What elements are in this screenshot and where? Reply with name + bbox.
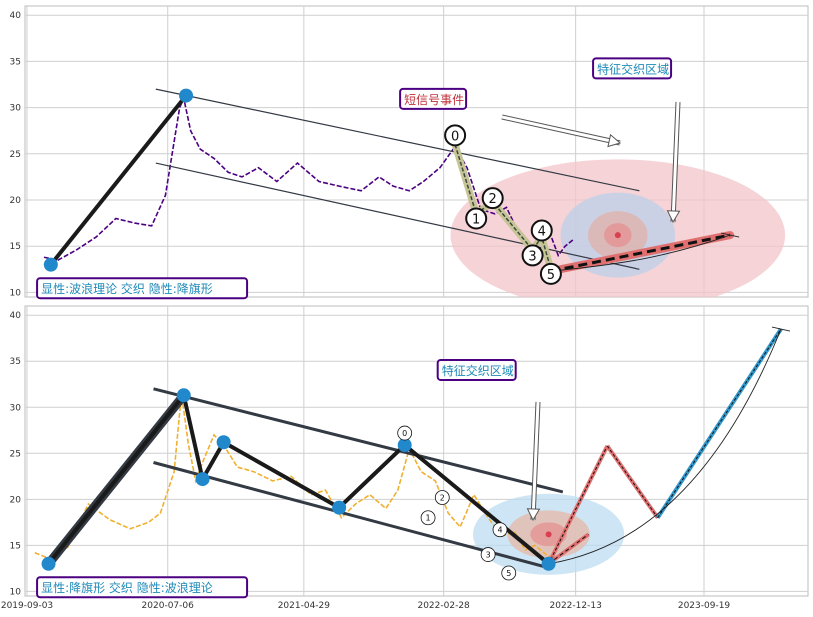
zone-arrow-bottom-head bbox=[526, 508, 541, 522]
zone-arrow-top-shaft bbox=[671, 101, 680, 223]
x-tick-label: 2023-09-19 bbox=[678, 601, 731, 611]
x-tick-label: 2019-09-03 bbox=[1, 601, 53, 611]
y-tick-label: 25 bbox=[10, 449, 21, 459]
wave-point-label: 3 bbox=[486, 551, 491, 560]
price-series bbox=[43, 95, 575, 261]
x-tick-label: 2020-07-06 bbox=[142, 601, 195, 611]
forecast-end-tick bbox=[721, 232, 740, 238]
pivot-marker bbox=[397, 438, 412, 453]
y-tick-label: 40 bbox=[10, 11, 22, 21]
wave-point-label: 2 bbox=[440, 493, 445, 502]
x-tick-label: 2022-12-13 bbox=[550, 601, 602, 611]
y-tick-label: 20 bbox=[10, 495, 22, 505]
y-tick-label: 20 bbox=[10, 196, 22, 206]
wave-point-circle bbox=[444, 124, 467, 147]
y-tick-label: 30 bbox=[10, 104, 22, 114]
wave-point-circle bbox=[539, 262, 562, 285]
y-tick-label: 15 bbox=[10, 242, 21, 252]
forecast-curve bbox=[550, 234, 731, 272]
forecast-dash bbox=[550, 233, 731, 273]
wave-point-label: 0 bbox=[451, 129, 459, 144]
wave-point-label: 4 bbox=[538, 224, 546, 239]
zone-arrow-bottom-shaft bbox=[531, 401, 540, 521]
pivot-marker bbox=[41, 556, 56, 571]
channel-line bbox=[153, 387, 564, 494]
zone-center-dot bbox=[614, 232, 621, 239]
channel-line bbox=[155, 162, 640, 270]
y-tick-label: 10 bbox=[10, 288, 22, 298]
y-tick-label: 35 bbox=[10, 357, 21, 367]
pivot-marker bbox=[195, 472, 210, 487]
wave-point-label: 3 bbox=[528, 249, 536, 264]
y-tick-label: 35 bbox=[10, 57, 21, 67]
short-signal-arrow-head bbox=[607, 133, 622, 148]
pivot-marker bbox=[176, 388, 191, 403]
wave-point-circle bbox=[492, 522, 508, 538]
annotation-text: 显性:波浪理论 交织 隐性:降旗形 bbox=[41, 281, 213, 296]
x-tick-label: 2022-02-28 bbox=[417, 601, 470, 611]
wave-point-label: 5 bbox=[547, 268, 555, 283]
pivot-marker bbox=[43, 257, 58, 272]
annotation-box bbox=[399, 87, 468, 110]
annotation-text: 显性:降旗形 交织 隐性:波浪理论 bbox=[41, 580, 213, 595]
annotation-box bbox=[592, 57, 673, 80]
y-tick-label: 25 bbox=[10, 150, 21, 160]
forecast-leg bbox=[605, 444, 660, 519]
forecast-short-dash bbox=[548, 533, 589, 565]
forecast-end-tick bbox=[771, 326, 791, 332]
wave-point-label: 4 bbox=[497, 526, 502, 535]
wave-point-label: 1 bbox=[426, 514, 431, 523]
wave-point-circle bbox=[530, 219, 553, 242]
annotation-box bbox=[436, 358, 517, 381]
forecast-leg-dash bbox=[657, 328, 782, 519]
forecast-leg-dash bbox=[548, 445, 608, 565]
wave-point-circle bbox=[521, 244, 544, 267]
wave-point-circle bbox=[434, 490, 450, 505]
y-tick-label: 10 bbox=[10, 587, 22, 597]
zone-center-dot bbox=[545, 531, 552, 538]
forecast-curve bbox=[548, 328, 782, 565]
wave-point-circle bbox=[481, 187, 504, 210]
pivot-marker bbox=[541, 556, 556, 571]
wave-point-label: 1 bbox=[472, 212, 480, 227]
zone-arrow-top-head bbox=[666, 210, 681, 224]
plot-layer: 0 1 2 3 4 5 bbox=[34, 326, 791, 581]
panel-top: 10 15 20 25 30 35 40 0 12 34 5 显性:波浪理论 交织 隐性:降旗形 短信号… bbox=[10, 5, 809, 300]
channel-line bbox=[155, 88, 640, 192]
plot-layer: 0 12 34 5 bbox=[43, 88, 786, 297]
y-tick-label: 30 bbox=[10, 403, 22, 413]
short-signal-arrow-shaft bbox=[501, 115, 621, 145]
y-tick-label: 15 bbox=[10, 541, 21, 551]
annotation-text: 特征交织区域 bbox=[442, 363, 514, 378]
wave-point-circle bbox=[501, 565, 517, 581]
wave-path bbox=[454, 144, 552, 270]
annotation-box bbox=[36, 576, 249, 599]
pivot-marker bbox=[179, 88, 194, 103]
annotation-text: 短信号事件 bbox=[404, 93, 464, 107]
pivot-marker bbox=[216, 435, 231, 450]
annotation-text: 特征交织区域 bbox=[597, 61, 669, 76]
x-tick-label: 2021-04-29 bbox=[278, 601, 331, 611]
annotation-box bbox=[36, 277, 249, 300]
trend-line bbox=[49, 94, 188, 266]
wave-point-circle bbox=[465, 207, 488, 230]
y-tick-label: 40 bbox=[10, 311, 22, 321]
pivot-marker bbox=[332, 500, 347, 515]
wave-point-circle bbox=[397, 425, 413, 441]
wave-point-label: 5 bbox=[506, 569, 511, 578]
wave-point-circle bbox=[420, 510, 436, 526]
wave-point-label: 0 bbox=[402, 429, 407, 438]
wave-point-label: 2 bbox=[489, 192, 497, 207]
wave-point-circle bbox=[480, 547, 496, 562]
plot-area bbox=[24, 305, 809, 597]
